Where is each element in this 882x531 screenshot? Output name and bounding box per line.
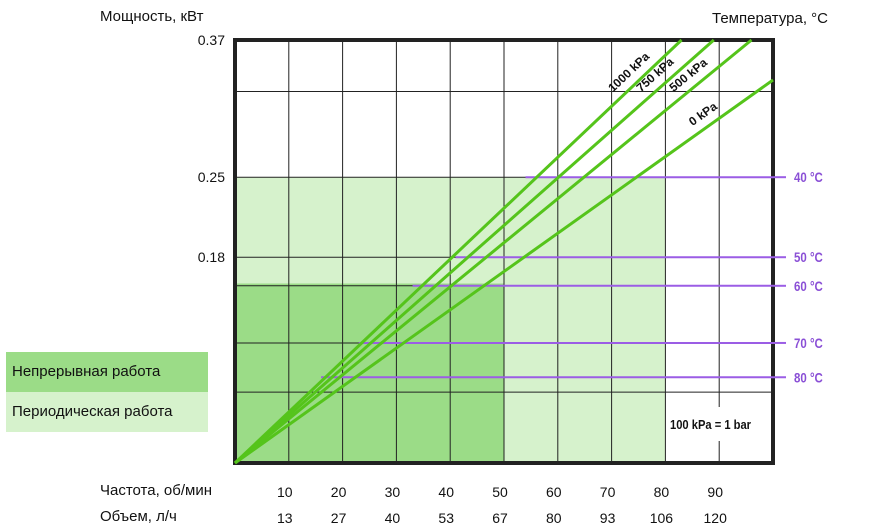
note-box: 100 kPa = 1 bar (666, 407, 766, 441)
x-axis-label-volume: Объем, л/ч (100, 508, 177, 525)
pressure-line-1 (234, 38, 715, 465)
pressure-line-0 (233, 38, 683, 465)
x-tick-volume-5: 80 (546, 510, 562, 526)
note-text: 100 kPa = 1 bar (670, 417, 751, 432)
legend-intermittent: Периодическая работа (6, 392, 208, 432)
x-tick-freq-2: 30 (385, 484, 401, 500)
x-tick-volume-3: 53 (438, 510, 454, 526)
temp-label-0: 40 °C (794, 169, 823, 185)
legend-intermittent-label: Периодическая работа (12, 403, 173, 420)
x-tick-freq-4: 50 (492, 484, 508, 500)
region-continuous (235, 283, 504, 463)
x-tick-freq-3: 40 (438, 484, 454, 500)
pressure-line-2 (234, 38, 753, 465)
x-tick-volume-1: 27 (331, 510, 347, 526)
x-tick-freq-7: 80 (654, 484, 670, 500)
legend-continuous-label: Непрерывная работа (12, 363, 161, 380)
x-axis-label-frequency: Частота, об/мин (100, 482, 213, 499)
x-tick-volume-2: 40 (385, 510, 401, 526)
temp-label-3: 70 °C (794, 335, 823, 351)
x-tick-freq-6: 70 (600, 484, 616, 500)
legend-continuous: Непрерывная работа (6, 352, 208, 392)
x-tick-volume-4: 67 (492, 510, 508, 526)
y2-axis-label: Температура, °C (712, 10, 829, 27)
y-axis-label: Мощность, кВт (100, 8, 204, 25)
x-tick-freq-8: 90 (707, 484, 723, 500)
y-tick-label-1: 0.25 (198, 169, 225, 185)
x-tick-freq-1: 20 (331, 484, 347, 500)
temp-label-4: 80 °C (794, 369, 823, 385)
note-box-bg (666, 407, 766, 441)
plot-frame (233, 38, 775, 465)
x-tick-freq-5: 60 (546, 484, 562, 500)
pressure-line-3 (234, 78, 774, 465)
x-tick-volume-0: 13 (277, 510, 293, 526)
temp-label-1: 50 °C (794, 249, 823, 265)
x-tick-volume-7: 106 (650, 510, 674, 526)
pressure-label-3: 0 kPa (686, 99, 720, 129)
x-tick-freq-0: 10 (277, 484, 293, 500)
x-tick-volume-6: 93 (600, 510, 616, 526)
y-tick-label-2: 0.18 (198, 249, 225, 265)
x-tick-volume-8: 120 (704, 510, 728, 526)
temp-label-2: 60 °C (794, 278, 823, 294)
y-tick-label-0: 0.37 (198, 32, 225, 48)
